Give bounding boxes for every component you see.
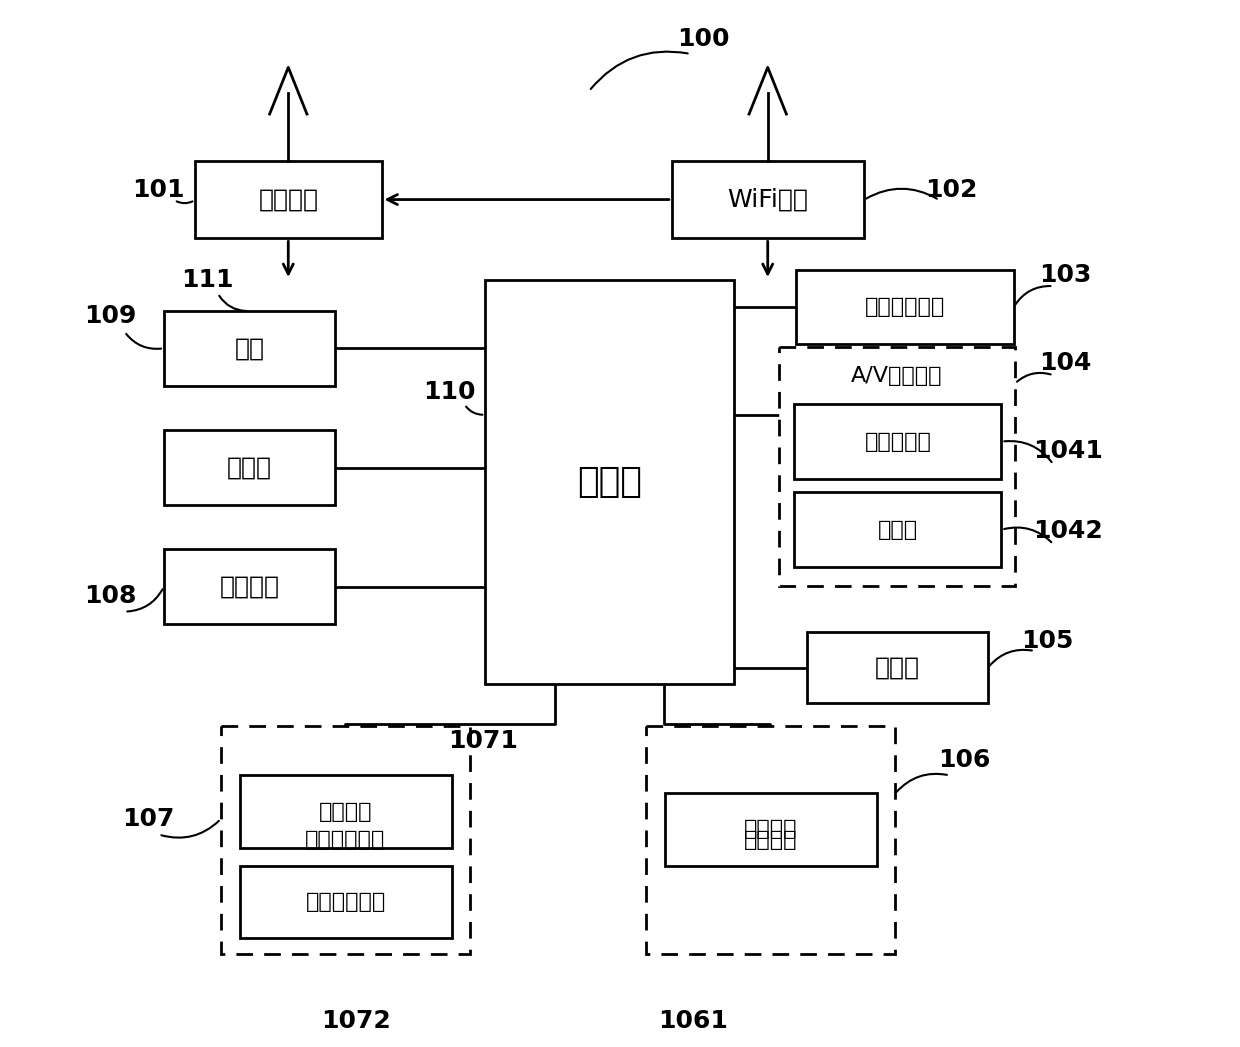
Text: 图形处理器: 图形处理器 bbox=[864, 431, 931, 451]
Text: 麦克风: 麦克风 bbox=[878, 519, 918, 539]
Text: 106: 106 bbox=[937, 748, 991, 772]
Bar bbox=[672, 160, 863, 239]
Text: 存储器: 存储器 bbox=[227, 455, 272, 480]
FancyArrowPatch shape bbox=[590, 51, 688, 89]
FancyArrowPatch shape bbox=[990, 650, 1032, 666]
FancyArrowPatch shape bbox=[219, 295, 246, 311]
Text: 显示单元: 显示单元 bbox=[744, 829, 797, 850]
Text: 1072: 1072 bbox=[321, 1009, 391, 1033]
Bar bbox=[794, 404, 1002, 478]
Bar bbox=[239, 866, 453, 938]
FancyArrowPatch shape bbox=[897, 774, 947, 792]
FancyArrowPatch shape bbox=[1004, 528, 1052, 542]
Text: 1071: 1071 bbox=[448, 729, 518, 753]
Text: A/V输入单元: A/V输入单元 bbox=[851, 366, 942, 386]
FancyArrowPatch shape bbox=[866, 188, 937, 199]
Text: 107: 107 bbox=[123, 807, 175, 831]
Text: 100: 100 bbox=[677, 27, 729, 51]
Bar bbox=[195, 160, 382, 239]
Text: 103: 103 bbox=[1039, 263, 1092, 287]
FancyArrowPatch shape bbox=[161, 821, 219, 838]
Bar bbox=[164, 311, 335, 385]
Text: 108: 108 bbox=[84, 584, 136, 608]
Text: 音频输出单元: 音频输出单元 bbox=[866, 297, 945, 317]
Text: 显示面板: 显示面板 bbox=[744, 820, 797, 840]
Text: 1042: 1042 bbox=[1033, 518, 1102, 542]
Bar bbox=[794, 492, 1002, 567]
Text: 射频单元: 射频单元 bbox=[258, 187, 319, 211]
Text: 传感器: 传感器 bbox=[874, 655, 920, 680]
Text: 接口单元: 接口单元 bbox=[219, 575, 279, 599]
FancyArrowPatch shape bbox=[1004, 441, 1052, 462]
Text: 105: 105 bbox=[1021, 628, 1074, 652]
Text: 用户输入单元: 用户输入单元 bbox=[305, 829, 386, 850]
FancyArrowPatch shape bbox=[177, 201, 192, 203]
Bar bbox=[779, 348, 1016, 585]
Bar bbox=[164, 550, 335, 624]
Text: 1061: 1061 bbox=[657, 1009, 728, 1033]
Bar bbox=[485, 280, 734, 684]
FancyArrowPatch shape bbox=[466, 406, 482, 415]
Bar bbox=[665, 793, 877, 866]
Text: 其他输入设备: 其他输入设备 bbox=[306, 892, 386, 912]
FancyArrowPatch shape bbox=[1016, 286, 1050, 305]
Text: 1041: 1041 bbox=[1033, 439, 1102, 463]
Text: WiFi模块: WiFi模块 bbox=[728, 187, 808, 211]
Bar bbox=[796, 269, 1014, 344]
Bar bbox=[221, 726, 470, 954]
Text: 101: 101 bbox=[133, 178, 185, 202]
FancyArrowPatch shape bbox=[128, 589, 162, 611]
Bar bbox=[806, 632, 988, 703]
Bar bbox=[239, 776, 453, 848]
Text: 电源: 电源 bbox=[234, 336, 264, 360]
Text: 触控面板: 触控面板 bbox=[319, 802, 372, 822]
FancyArrowPatch shape bbox=[1017, 373, 1050, 382]
FancyArrowPatch shape bbox=[126, 334, 161, 349]
Bar bbox=[164, 430, 335, 505]
Text: 处理器: 处理器 bbox=[577, 465, 642, 499]
Text: 110: 110 bbox=[423, 380, 475, 404]
Text: 109: 109 bbox=[84, 305, 136, 328]
Text: 102: 102 bbox=[925, 178, 978, 202]
Text: 104: 104 bbox=[1039, 351, 1092, 375]
Text: 111: 111 bbox=[181, 268, 233, 292]
Bar bbox=[646, 726, 895, 954]
